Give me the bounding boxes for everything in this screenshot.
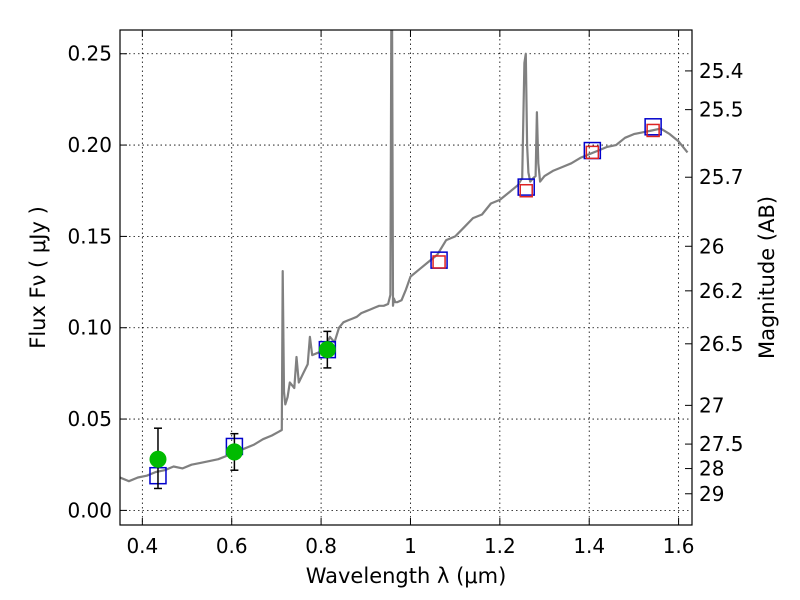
hst-box-marker bbox=[585, 145, 600, 160]
observed-point bbox=[318, 341, 336, 359]
model-box-marker bbox=[644, 118, 662, 136]
y-tick-label: 0.00 bbox=[67, 498, 112, 522]
y2-tick-label: 25.4 bbox=[699, 59, 744, 83]
hst-box-marker bbox=[646, 123, 660, 138]
x-tick-label: 0.4 bbox=[126, 534, 158, 558]
y2-tick-label: 26.5 bbox=[699, 332, 744, 356]
y2-tick-label: 26.2 bbox=[699, 279, 744, 303]
y-tick-label: 0.20 bbox=[67, 133, 112, 157]
model-box-marker bbox=[517, 178, 535, 196]
y2-axis-title: Magnitude (AB) bbox=[755, 196, 779, 359]
x-axis-title: Wavelength λ (μm) bbox=[306, 564, 507, 588]
y-axis-title: Flux Fν ( μJy ) bbox=[26, 206, 50, 349]
spectrum-series bbox=[120, 30, 689, 483]
plot-frame bbox=[119, 29, 693, 526]
observed-point bbox=[149, 450, 167, 468]
photometry-markers bbox=[149, 118, 662, 490]
y2-tick-label: 25.5 bbox=[699, 98, 744, 122]
y-tick-label: 0.05 bbox=[67, 407, 112, 431]
y2-tick-label: 27 bbox=[699, 393, 724, 417]
y2-tick-label: 27.5 bbox=[699, 432, 744, 456]
spectrum-line bbox=[120, 30, 689, 483]
y2-tick-label: 26 bbox=[699, 234, 724, 258]
x-tick-label: 0.8 bbox=[305, 534, 337, 558]
y-tick-label: 0.15 bbox=[67, 224, 112, 248]
observed-point bbox=[225, 443, 243, 461]
grid-lines bbox=[120, 30, 692, 525]
y2-tick-label: 25.7 bbox=[699, 165, 744, 189]
hst-box-marker bbox=[519, 183, 533, 198]
y2-tick-label: 28 bbox=[699, 457, 724, 481]
y2-tick-label: 29 bbox=[699, 482, 724, 506]
x-tick-label: 1.2 bbox=[484, 534, 516, 558]
x-tick-label: 0.6 bbox=[216, 534, 248, 558]
x-tick-label: 1.6 bbox=[663, 534, 695, 558]
y-tick-label: 0.25 bbox=[67, 42, 112, 66]
axis-ticks: 0.4 0.6 0.8 1 1.2 1.4 1.6 0.00 0.05 0.10 0.15 0.20 0… bbox=[67, 30, 744, 558]
y-tick-label: 0.10 bbox=[67, 316, 112, 340]
hst-box-marker bbox=[432, 255, 446, 269]
x-tick-label: 1.4 bbox=[573, 534, 605, 558]
x-tick-label: 1 bbox=[404, 534, 417, 558]
